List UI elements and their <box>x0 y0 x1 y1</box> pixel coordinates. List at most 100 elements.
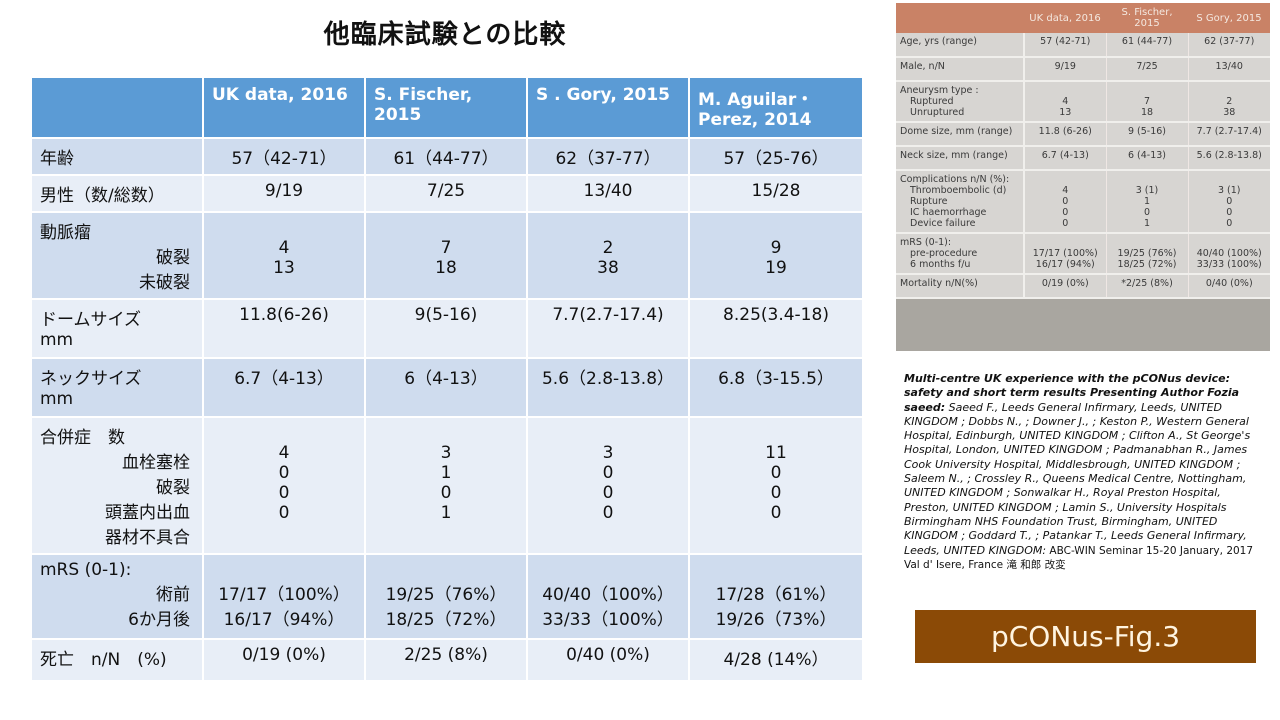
row-label: 動脈瘤 <box>40 223 91 243</box>
cell-value: 19/26（73%） <box>715 610 837 630</box>
photo-cell: 11.8 (6-26) <box>1024 122 1106 147</box>
photo-cell: 2 <box>1226 96 1233 107</box>
photo-row: Male, n/N 9/19 7/25 13/40 <box>896 57 1270 82</box>
cell-value: 11 <box>765 443 787 463</box>
row-label: 男性（数/総数） <box>32 176 202 211</box>
row-mortality: 死亡 n/N (%) 0/19 (0%) 2/25 (8%) 0/40 (0%)… <box>32 640 862 680</box>
photo-row-label: Male, n/N <box>896 57 1025 82</box>
cell-value: 0 <box>440 483 452 503</box>
header-corner <box>32 78 202 137</box>
photo-cell: 0 <box>1062 218 1069 229</box>
caption-title: Multi-centre UK experience with the pCON… <box>904 372 1240 414</box>
photo-row-label: Complications n/N (%): <box>900 174 1010 185</box>
photo-sub-label: IC haemorrhage <box>910 207 987 218</box>
photo-cell: 0 <box>1226 207 1233 218</box>
caption-authors: Saeed F., Leeds General Infirmary, Leeds… <box>904 400 1251 557</box>
cell-value: 9(5-16) <box>366 300 526 357</box>
photo-row-label: Age, yrs (range) <box>896 33 1025 58</box>
comparison-table: UK data, 2016 S. Fischer, 2015 S . Gory,… <box>30 76 864 682</box>
header-uk-data: UK data, 2016 <box>204 78 364 137</box>
cell-value: 17/28（61%） <box>715 585 837 605</box>
cell-value: 61（44-77） <box>366 139 526 174</box>
photo-cell: 16/17 (94%) <box>1035 259 1095 270</box>
photo-cell: 57 (42-71) <box>1024 33 1106 58</box>
photo-row: Mortality n/N(%) 0/19 (0%) *2/25 (8%) 0/… <box>896 274 1270 299</box>
photo-sub-label: Device failure <box>910 218 976 229</box>
cell-value: 4/28 (14%） <box>690 640 862 680</box>
cell-value: 0/40 (0%) <box>528 640 688 680</box>
photo-row-label: Aneurysm type : <box>900 85 979 96</box>
cell-value: 13/40 <box>528 176 688 211</box>
row-unit: mm <box>40 330 74 350</box>
photo-cell: 0 <box>1062 196 1069 207</box>
cell-value: 3 <box>602 443 614 463</box>
header-aguilar-perez: M. Aguilar・Perez, 2014 <box>690 78 862 137</box>
photo-row: Neck size, mm (range) 6.7 (4-13) 6 (4-13… <box>896 146 1270 171</box>
cell-value: 1 <box>440 463 452 483</box>
row-label: mRS (0-1): <box>40 560 132 580</box>
photo-cell: 17/17 (100%) <box>1032 248 1098 259</box>
photo-cell: 4 <box>1062 96 1069 107</box>
photo-header: S. Fischer, 2015 <box>1106 3 1188 33</box>
comparison-header-row: UK data, 2016 S. Fischer, 2015 S . Gory,… <box>32 78 862 137</box>
photo-cell: 40/40 (100%) <box>1196 248 1262 259</box>
photo-row: mRS (0-1): pre-procedure 6 months f/u 17… <box>896 233 1270 275</box>
photo-table: UK data, 2016 S. Fischer, 2015 S Gory, 2… <box>896 3 1270 299</box>
cell-value: 4 <box>278 238 290 258</box>
photo-cell: 0 <box>1226 196 1233 207</box>
photo-cell: 0 <box>1143 207 1151 218</box>
source-table-photo: UK data, 2016 S. Fischer, 2015 S Gory, 2… <box>896 3 1270 351</box>
row-label: 合併症 数 <box>40 428 125 448</box>
photo-cell: 33/33 (100%) <box>1196 259 1262 270</box>
cell-value: 0 <box>770 483 782 503</box>
photo-row-label: Neck size, mm (range) <box>896 146 1025 171</box>
cell-value: 38 <box>597 258 619 278</box>
photo-cell: 18 <box>1140 107 1154 118</box>
cell-value: 15/28 <box>690 176 862 211</box>
photo-cell: 7 <box>1143 96 1151 107</box>
sub-label: 血栓塞栓 <box>122 453 190 473</box>
cell-value: 1 <box>440 503 452 523</box>
cell-value: 17/17（100%） <box>218 585 350 605</box>
sub-label: 6か月後 <box>128 610 190 630</box>
cell-value: 19 <box>765 258 787 278</box>
row-male: 男性（数/総数） 9/19 7/25 13/40 15/28 <box>32 176 862 211</box>
cell-value: 0 <box>278 503 290 523</box>
photo-cell: 1 <box>1143 196 1151 207</box>
cell-value: 4 <box>278 443 290 463</box>
cell-value: 6（4-13） <box>366 359 526 416</box>
photo-cell: 6 (4-13) <box>1105 146 1188 171</box>
photo-cell: 5.6 (2.8-13.8) <box>1187 146 1270 171</box>
cell-value: 11.8(6-26) <box>204 300 364 357</box>
cell-value: 9 <box>770 238 782 258</box>
cell-value: 3 <box>440 443 452 463</box>
photo-cell: 6.7 (4-13) <box>1024 146 1106 171</box>
photo-cell: 38 <box>1223 107 1236 118</box>
cell-value: 8.25(3.4-18) <box>690 300 862 357</box>
row-neck-size: ネックサイズ mm 6.7（4-13） 6（4-13） 5.6（2.8-13.8… <box>32 359 862 416</box>
photo-cell: 13/40 <box>1187 57 1270 82</box>
row-label: 年齢 <box>32 139 202 174</box>
cell-value: 40/40（100%） <box>542 585 674 605</box>
photo-cell: 4 <box>1062 185 1069 196</box>
photo-sub-label: Unruptured <box>910 107 965 118</box>
photo-cell: *2/25 (8%) <box>1105 274 1188 299</box>
cell-value: 16/17（94%） <box>223 610 345 630</box>
cell-value: 0 <box>602 503 614 523</box>
cell-value: 0/19 (0%) <box>204 640 364 680</box>
photo-row: Complications n/N (%): Thromboembolic (d… <box>896 170 1270 234</box>
photo-sub-label: 6 months f/u <box>910 259 971 270</box>
row-mrs: mRS (0-1): 術前 6か月後 17/17（100%） 16/17（94%）… <box>32 555 862 638</box>
cell-value: 2 <box>602 238 614 258</box>
cell-value: 0 <box>770 503 782 523</box>
photo-header <box>896 3 1024 33</box>
photo-cell: 3 (1) <box>1217 185 1241 196</box>
row-label: ドームサイズ <box>40 310 141 330</box>
reference-caption: Multi-centre UK experience with the pCON… <box>904 372 1264 572</box>
cell-value: 18/25（72%） <box>385 610 507 630</box>
photo-sub-label: Rupture <box>910 196 948 207</box>
cell-value: 0 <box>278 483 290 503</box>
slide-title: 他臨床試験との比較 <box>323 20 567 50</box>
sub-label: 破裂 <box>156 478 190 498</box>
